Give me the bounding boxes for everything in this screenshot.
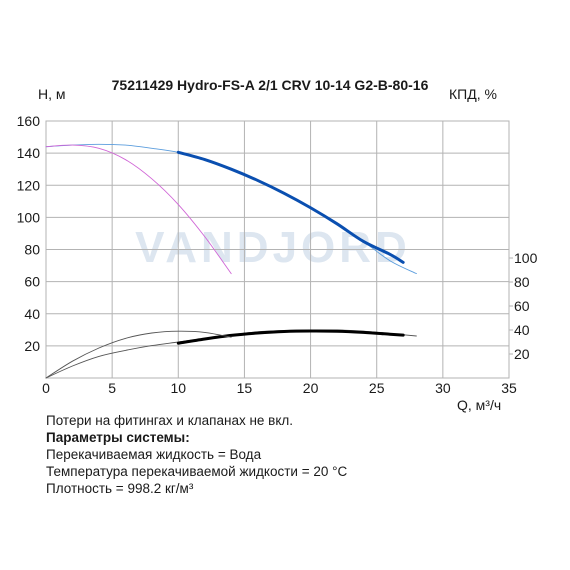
system-notes: Потери на фитингах и клапанах не вкл. Па… [46, 412, 347, 497]
liquid-temperature-note: Температура перекачиваемой жидкости = 20… [46, 464, 348, 479]
y-left-tick-label: 100 [17, 209, 41, 225]
x-tick-label: 25 [369, 380, 385, 396]
x-tick-label: 0 [42, 380, 50, 396]
efficiency-curve-operating [176, 329, 405, 345]
y-left-tick-label: 80 [24, 242, 40, 258]
y-left-tick-label: 140 [17, 145, 41, 161]
head-curve-operating [176, 150, 405, 264]
x-tick-label: 15 [237, 380, 253, 396]
pumped-liquid-note: Перекачиваемая жидкость = Вода [46, 447, 262, 462]
fittings-note: Потери на фитингах и клапанах не вкл. [46, 413, 294, 428]
y-right-tick-label: 60 [514, 298, 530, 314]
y-left-tick-label: 20 [24, 338, 40, 354]
y-left-tick-label: 40 [24, 306, 40, 322]
tick-labels: 0 5 10 15 20 25 30 35 20 40 60 80 100 120 140 160 20 40 60… [17, 113, 538, 396]
efficiency-curve-single-pump [45, 330, 232, 379]
y-right-tick-label: 40 [514, 322, 530, 338]
y-left-tick-label: 120 [17, 177, 41, 193]
x-tick-label: 35 [501, 380, 517, 396]
y-left-axis-label: Н, м [38, 86, 66, 102]
y-right-axis-label: КПД, % [449, 86, 497, 102]
series-group [45, 143, 417, 379]
density-note: Плотность = 998.2 кг/м³ [46, 481, 194, 496]
y-right-tick-label: 20 [514, 346, 530, 362]
y-left-tick-label: 160 [17, 113, 41, 129]
y-left-tick-label: 60 [24, 274, 40, 290]
y-right-tick-label: 80 [514, 274, 530, 290]
x-tick-label: 30 [435, 380, 451, 396]
x-tick-label: 5 [108, 380, 116, 396]
x-tick-label: 10 [170, 380, 186, 396]
x-tick-label: 20 [303, 380, 319, 396]
head-curve-single-pump [45, 144, 232, 275]
y-right-tick-label: 100 [514, 250, 538, 266]
watermark-logo: VANDJORD [135, 223, 411, 272]
chart-title: 75211429 Hydro-FS-A 2/1 CRV 10-14 G2-B-8… [112, 77, 429, 93]
system-params-heading: Параметры системы: [46, 430, 190, 445]
x-axis-label: Q, м³/ч [457, 397, 501, 413]
grid [45, 120, 513, 379]
